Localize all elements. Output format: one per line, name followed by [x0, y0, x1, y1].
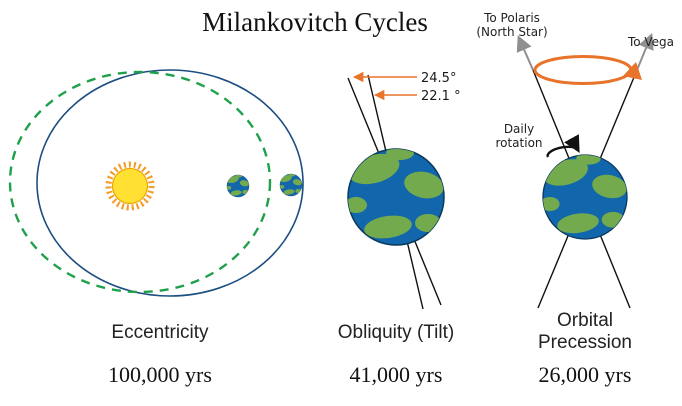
period-eccentricity: 100,000 yrs [108, 362, 212, 387]
earth-globe-precession [540, 152, 629, 239]
sun-icon [105, 161, 155, 211]
precession-circle-arrow [533, 55, 633, 85]
precession-panel: To Polaris (North Star) To Vega Daily ro… [476, 11, 674, 387]
panel-label-precession-line1: Orbital [557, 310, 613, 331]
earth-globe-obliquity [345, 146, 446, 245]
panel-label-precession-line2: Precession [538, 332, 632, 353]
earth-small-icon [279, 173, 302, 196]
daily-rotation-arrow [546, 134, 580, 158]
eccentricity-panel: Eccentricity 100,000 yrs [8, 69, 304, 387]
tilt-angle-max-label: 24.5° [421, 71, 456, 86]
page-title: Milankovitch Cycles [202, 7, 428, 37]
to-polaris-label-line2: (North Star) [476, 25, 547, 39]
to-polaris-label-line1: To Polaris [483, 11, 540, 25]
daily-rotation-label-line1: Daily [504, 122, 534, 136]
panel-label-obliquity: Obliquity (Tilt) [338, 322, 454, 343]
earth-small-icon [226, 174, 249, 197]
polaris-arrow [516, 35, 534, 71]
orbit-ellipse-eccentric [8, 70, 272, 294]
obliquity-panel: 24.5° 22.1 ° Obliquity (Tilt) 41,000 yrs [338, 71, 461, 387]
daily-rotation-label-line2: rotation [495, 136, 542, 150]
precession-arrowhead [623, 62, 642, 80]
period-obliquity: 41,000 yrs [350, 362, 443, 387]
tilt-angle-min-label: 22.1 ° [421, 89, 461, 104]
orbit-ellipse-circular [36, 69, 304, 297]
panel-label-eccentricity: Eccentricity [111, 322, 209, 343]
period-precession: 26,000 yrs [539, 362, 632, 387]
to-vega-label: To Vega [627, 35, 674, 49]
vega-arrow [636, 33, 654, 71]
